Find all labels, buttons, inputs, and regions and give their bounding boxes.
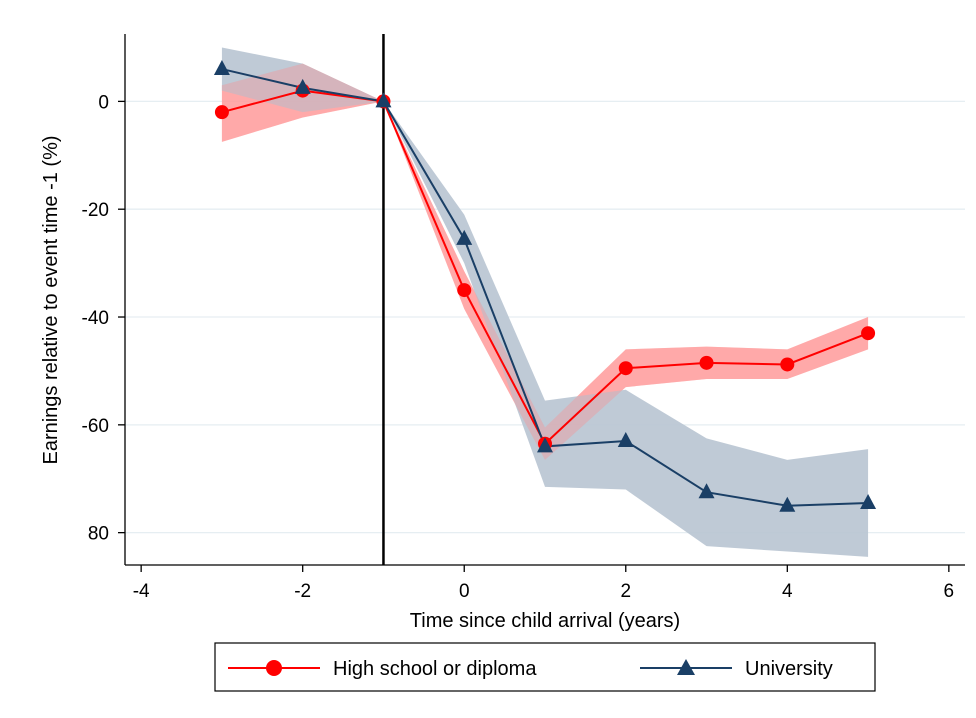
- data-point-1-8: [860, 494, 877, 510]
- data-point-0-5: [618, 361, 633, 376]
- data-point-1-4: [537, 437, 553, 453]
- legend-label-high-school: High school or diploma: [333, 658, 537, 680]
- data-point-1-0: [213, 60, 230, 76]
- x-tick-label-5: 6: [944, 581, 955, 602]
- axes: [124, 34, 965, 566]
- data-point-0-3: [457, 283, 472, 298]
- y-tick-label-1: -20: [82, 200, 109, 221]
- data-point-1-7: [779, 496, 796, 512]
- y-tick-label-0: 0: [98, 92, 109, 113]
- data-point-1-6: [698, 483, 715, 499]
- y-axis-ticks: 0 -20 -40 -60 80: [82, 92, 125, 545]
- y-tick-label-4: 80: [88, 524, 109, 545]
- data-point-1-2: [375, 92, 392, 108]
- legend-marker-university: [677, 659, 695, 675]
- data-point-0-8: [861, 326, 876, 341]
- y-tick-label-3: -60: [82, 416, 109, 437]
- legend-marker-high-school: [266, 660, 282, 676]
- data-point-0-7: [780, 357, 795, 372]
- x-tick-label-3: 2: [620, 581, 631, 602]
- data-point-1-5: [617, 432, 634, 448]
- x-axis-title: Time since child arrival (years): [410, 610, 680, 632]
- data-point-1-1: [294, 78, 311, 94]
- x-tick-label-1: -2: [294, 581, 311, 602]
- data-point-0-0: [214, 105, 229, 120]
- y-tick-label-2: -40: [82, 308, 109, 329]
- legend: High school or diploma University: [214, 642, 876, 692]
- series-markers: [213, 60, 877, 512]
- x-tick-label-4: 4: [782, 581, 793, 602]
- y-axis-title: Earnings relative to event time -1 (%): [40, 135, 62, 464]
- x-tick-label-2: 0: [459, 581, 470, 602]
- data-point-1-3: [456, 229, 473, 245]
- x-tick-label-0: -4: [133, 581, 150, 602]
- legend-box: [214, 642, 876, 692]
- legend-label-university: University: [745, 658, 833, 680]
- x-axis-ticks: -4 -2 0 2 4 6: [133, 565, 954, 602]
- data-point-0-6: [699, 355, 714, 370]
